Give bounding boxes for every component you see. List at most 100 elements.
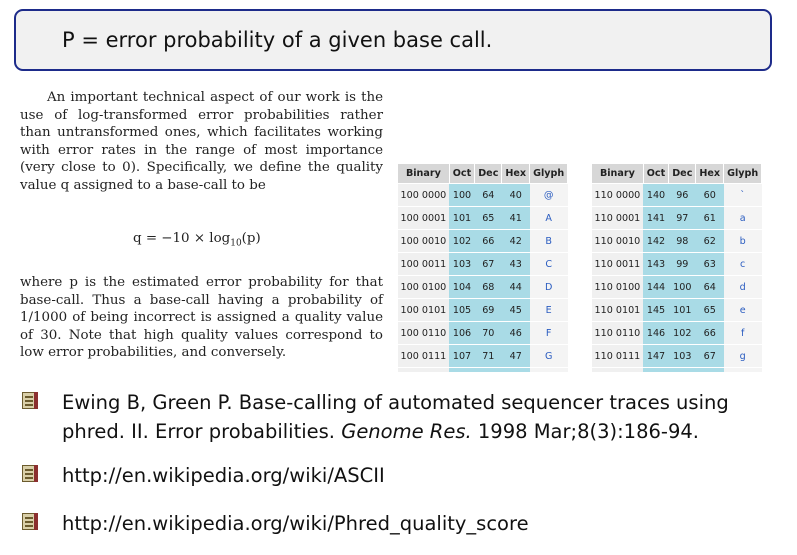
reference-link[interactable]: http://en.wikipedia.org/wiki/ASCII <box>62 464 385 487</box>
cell-cutoff <box>668 367 696 373</box>
cell-binary: 110 0101 <box>591 298 644 322</box>
cell-dec: 66 <box>474 229 502 253</box>
cell-glyph: B <box>529 229 568 253</box>
cell-glyph: f <box>723 321 762 345</box>
cell-hex: 46 <box>501 321 530 345</box>
cell-binary: 110 0001 <box>591 206 644 230</box>
cell-glyph: ` <box>723 183 762 207</box>
cell-oct: 141 <box>643 206 669 230</box>
header-glyph: Glyph <box>529 163 569 184</box>
formula-lhs: q = −10 × log <box>133 231 231 246</box>
cell-binary: 110 0011 <box>591 252 644 276</box>
cell-glyph: a <box>723 206 762 230</box>
cell-hex: 61 <box>695 206 724 230</box>
header-binary: Binary <box>591 163 644 184</box>
cell-oct: 146 <box>643 321 669 345</box>
cell-dec: 98 <box>668 229 696 253</box>
table-row: 110 0100 144 100 64 d <box>591 275 762 299</box>
cell-cutoff <box>529 367 568 373</box>
paragraph-quality-definition: An important technical aspect of our wor… <box>20 89 383 195</box>
cell-dec: 68 <box>474 275 502 299</box>
cell-glyph: D <box>529 275 568 299</box>
reference-link[interactable]: http://en.wikipedia.org/wiki/Phred_quali… <box>62 512 529 535</box>
table-row: 110 0001 141 97 61 a <box>591 206 762 230</box>
table-row: 100 0010 102 66 42 B <box>397 229 568 253</box>
cell-hex: 60 <box>695 183 724 207</box>
table-row: 110 0000 140 96 60 ` <box>591 183 762 207</box>
paragraph-quality-example: where p is the estimated error probabili… <box>20 274 383 362</box>
table-row: 100 0111 107 71 47 G <box>397 344 568 368</box>
cell-dec: 71 <box>474 344 502 368</box>
cell-hex: 62 <box>695 229 724 253</box>
cell-glyph: F <box>529 321 568 345</box>
cell-oct: 102 <box>449 229 475 253</box>
cell-oct: 143 <box>643 252 669 276</box>
header-oct: Oct <box>642 163 670 184</box>
table-row: 100 0011 103 67 43 C <box>397 252 568 276</box>
table-row-cutoff <box>397 367 568 373</box>
cell-glyph: g <box>723 344 762 368</box>
table-row: 110 0101 145 101 65 e <box>591 298 762 322</box>
document-icon <box>22 513 38 530</box>
document-icon <box>22 465 38 482</box>
cell-hex: 66 <box>695 321 724 345</box>
cell-binary: 100 0100 <box>397 275 450 299</box>
paragraph-text: An important technical aspect of our wor… <box>20 90 383 193</box>
cell-binary: 100 0110 <box>397 321 450 345</box>
table-row: 100 0001 101 65 41 A <box>397 206 568 230</box>
header-glyph: Glyph <box>723 163 763 184</box>
cell-binary: 100 0000 <box>397 183 450 207</box>
formula-rhs: (p) <box>241 231 261 246</box>
cell-binary: 100 0111 <box>397 344 450 368</box>
reference-journal: Genome Res. <box>341 420 472 443</box>
cell-dec: 65 <box>474 206 502 230</box>
table-row: 110 0110 146 102 66 f <box>591 321 762 345</box>
cell-glyph: G <box>529 344 568 368</box>
cell-oct: 100 <box>449 183 475 207</box>
cell-hex: 43 <box>501 252 530 276</box>
cell-cutoff <box>474 367 502 373</box>
cell-glyph: e <box>723 298 762 322</box>
cell-dec: 64 <box>474 183 502 207</box>
cell-dec: 97 <box>668 206 696 230</box>
cell-cutoff <box>591 367 644 373</box>
header-hex: Hex <box>501 163 531 184</box>
table-row-cutoff <box>591 367 762 373</box>
cell-oct: 140 <box>643 183 669 207</box>
cell-dec: 100 <box>668 275 696 299</box>
cell-oct: 107 <box>449 344 475 368</box>
cell-oct: 103 <box>449 252 475 276</box>
cell-dec: 69 <box>474 298 502 322</box>
quality-formula: q = −10 × log10(p) <box>133 231 261 249</box>
header-hex: Hex <box>695 163 725 184</box>
cell-dec: 103 <box>668 344 696 368</box>
cell-glyph: C <box>529 252 568 276</box>
reference-citation: Ewing B, Green P. Base-calling of automa… <box>62 391 729 443</box>
table-row: 100 0101 105 69 45 E <box>397 298 568 322</box>
cell-binary: 110 0010 <box>591 229 644 253</box>
cell-oct: 145 <box>643 298 669 322</box>
cell-oct: 142 <box>643 229 669 253</box>
definition-box: P = error probability of a given base ca… <box>14 9 772 71</box>
cell-hex: 65 <box>695 298 724 322</box>
cell-hex: 47 <box>501 344 530 368</box>
cell-dec: 70 <box>474 321 502 345</box>
cell-binary: 100 0001 <box>397 206 450 230</box>
header-oct: Oct <box>448 163 476 184</box>
cell-binary: 100 0101 <box>397 298 450 322</box>
cell-hex: 40 <box>501 183 530 207</box>
cell-oct: 101 <box>449 206 475 230</box>
cell-glyph: b <box>723 229 762 253</box>
header-dec: Dec <box>474 163 503 184</box>
definition-text: P = error probability of a given base ca… <box>62 28 493 52</box>
cell-oct: 147 <box>643 344 669 368</box>
ascii-table-right: Binary Oct Dec Hex Glyph 110 0000 140 96 60… <box>591 163 763 373</box>
cell-cutoff <box>397 367 450 373</box>
header-binary: Binary <box>397 163 450 184</box>
cell-dec: 101 <box>668 298 696 322</box>
cell-cutoff <box>695 367 724 373</box>
cell-oct: 106 <box>449 321 475 345</box>
cell-binary: 100 0011 <box>397 252 450 276</box>
table-header-row: Binary Oct Dec Hex Glyph <box>397 163 569 184</box>
cell-glyph: E <box>529 298 568 322</box>
